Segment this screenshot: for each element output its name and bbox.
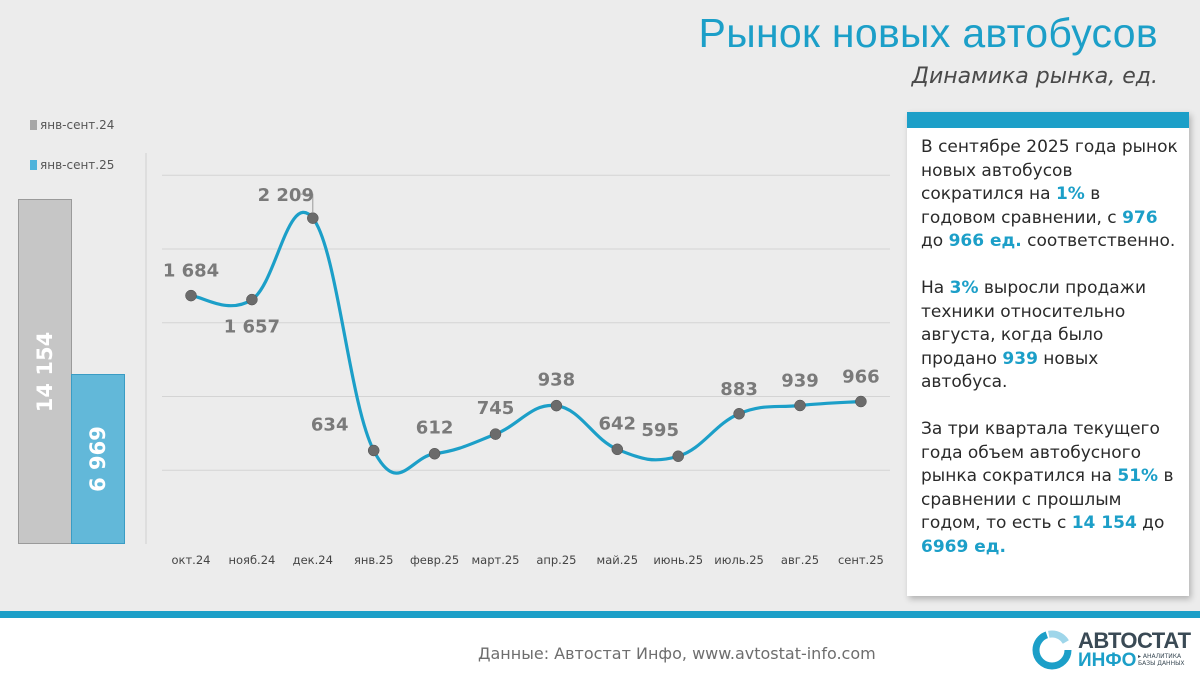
series-line: [189, 210, 863, 475]
page-subtitle: Динамика рынка, ед.: [911, 64, 1158, 89]
data-point-1: [246, 293, 258, 306]
footer: [0, 618, 1200, 683]
callout-paragraph-3: За три квартала текущего года объем авто…: [921, 418, 1174, 557]
value-label-2: 2 209: [258, 185, 314, 206]
x-tick-label-2: дек.24: [293, 553, 333, 567]
value-label-4: 612: [416, 418, 454, 439]
x-tick-label-6: апр.25: [536, 553, 576, 567]
ytd-bar-2024: [18, 199, 72, 544]
x-tick-label-8: июнь.25: [653, 553, 703, 567]
legend-label-2025: янв-сент.25: [40, 158, 115, 172]
logo-ring-icon: [1032, 630, 1072, 670]
legend-item-2024: янв-сент.24: [30, 118, 114, 132]
legend-swatch-2025: [30, 160, 37, 170]
data-point-11: [855, 395, 867, 408]
data-point-2: [307, 212, 319, 224]
logo-text-info: ИНФО: [1078, 650, 1137, 671]
value-label-1: 1 657: [224, 317, 280, 338]
x-tick-label-10: авг.25: [781, 553, 819, 567]
value-label-6: 938: [538, 370, 576, 391]
value-label-11: 966: [842, 367, 880, 388]
x-tick-label-5: март.25: [471, 553, 519, 567]
value-label-9: 883: [720, 379, 758, 400]
x-tick-label-9: июль.25: [714, 553, 764, 567]
data-point-10: [794, 399, 806, 412]
value-label-7: 642: [599, 413, 637, 434]
logo-text-avtostat: АВТОСТАТ: [1078, 628, 1191, 653]
data-source: Данные: Автостат Инфо, www.avtostat-info…: [478, 644, 876, 663]
legend-swatch-2024: [30, 120, 37, 130]
x-tick-label-7: май.25: [597, 553, 639, 567]
data-point-0: [185, 289, 197, 302]
x-tick-label-4: февр.25: [410, 553, 459, 567]
x-tick-label-0: окт.24: [172, 553, 211, 567]
data-point-7: [611, 443, 624, 456]
ytd-bar-2025: [71, 374, 125, 544]
avtostat-logo: АВТОСТАТ ИНФО ▸ АНАЛИТИКА БАЗЫ ДАННЫХ: [1030, 626, 1195, 674]
data-point-5: [489, 428, 502, 440]
legend-label-2024: янв-сент.24: [40, 118, 115, 132]
summary-callout: В сентябре 2025 года рынок новых автобус…: [907, 112, 1189, 596]
callout-accent-bar: [907, 112, 1189, 128]
callout-paragraph-2: На 3% выросли продажи техники относитель…: [921, 277, 1147, 393]
data-point-4: [428, 447, 441, 460]
x-tick-label-1: нояб.24: [228, 553, 275, 567]
leader-line-dec24: [300, 193, 314, 213]
data-point-9: [733, 408, 745, 420]
x-tick-label-3: янв.25: [354, 553, 394, 567]
data-point-3: [367, 444, 380, 457]
line-chart: 1 684 1 657 2 209 634 612 745 938 642 595 883 939 9…: [145, 153, 890, 567]
value-label-5: 745: [477, 398, 515, 419]
x-tick-label-11: сент.25: [838, 553, 884, 567]
legend-item-2025: янв-сент.25: [30, 158, 114, 172]
value-label-10: 939: [781, 370, 819, 391]
data-point-6: [550, 399, 563, 412]
footer-accent-strip: [0, 611, 1200, 618]
logo-tagline: ▸ АНАЛИТИКА БАЗЫ ДАННЫХ: [1138, 653, 1185, 667]
value-label-8: 595: [641, 420, 679, 441]
data-point-8: [672, 450, 684, 462]
value-label-3: 634: [311, 414, 349, 435]
value-label-0: 1 684: [163, 261, 219, 282]
page-title: Рынок новых автобусов: [698, 10, 1158, 56]
callout-paragraph-1: В сентябре 2025 года рынок новых автобус…: [921, 137, 1178, 252]
